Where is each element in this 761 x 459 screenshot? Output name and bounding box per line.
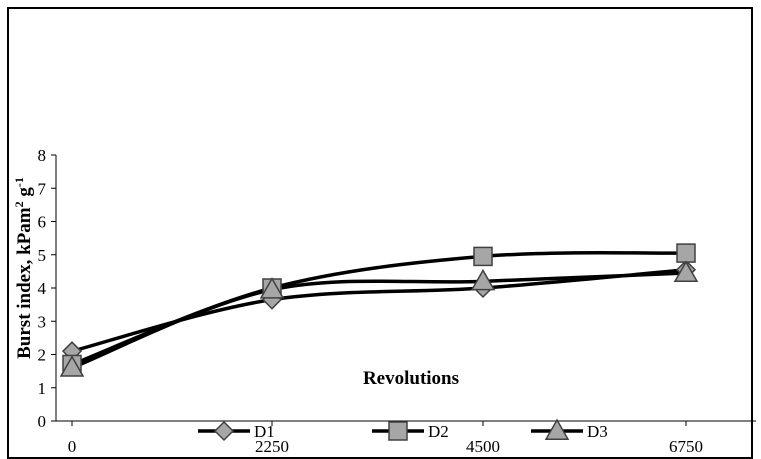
series-line-d2 (71, 251, 687, 367)
series-line-d3 (71, 271, 687, 370)
y-axis-label: Burst index, kPam2 g-1 (12, 177, 35, 359)
legend-marker-d3 (544, 418, 570, 440)
data-point-d3 (470, 268, 496, 291)
y-tick-label: 3 (38, 312, 47, 331)
x-ticks: 0 2250 4500 6750 (68, 421, 703, 456)
chart-frame (7, 7, 753, 459)
y-tick-label: 0 (38, 412, 47, 431)
x-tick-label: 4500 (466, 437, 500, 456)
data-point-d3 (59, 355, 85, 377)
data-point-d3 (259, 277, 285, 299)
y-tick-label: 7 (38, 179, 47, 198)
x-axis-label: Revolutions (363, 368, 459, 389)
legend-marker-d2 (388, 421, 408, 441)
y-tick-label: 1 (38, 379, 47, 398)
legend-marker-d1 (213, 420, 235, 442)
axes: 0 1 2 3 4 5 6 7 8 0 2250 4500 6750 (38, 146, 756, 456)
data-point-d2 (473, 246, 493, 267)
legend-label-d1: D1 (254, 422, 275, 441)
y-tick-label: 5 (38, 246, 47, 265)
series-layer (59, 243, 699, 377)
data-point-d3 (673, 260, 699, 283)
y-tick-label: 8 (38, 146, 47, 165)
y-tick-label: 2 (38, 346, 47, 365)
y-tick-label: 6 (38, 213, 47, 232)
y-tick-label: 4 (38, 279, 47, 298)
x-tick-label: 2250 (255, 437, 289, 456)
legend-label-d3: D3 (587, 422, 608, 441)
x-tick-label: 6750 (669, 437, 703, 456)
x-tick-label: 0 (68, 437, 77, 456)
data-point-d2 (676, 243, 696, 263)
legend-label-d2: D2 (428, 422, 449, 441)
legend: D1 D2 D3 (198, 418, 608, 442)
y-ticks: 0 1 2 3 4 5 6 7 8 (38, 146, 56, 431)
